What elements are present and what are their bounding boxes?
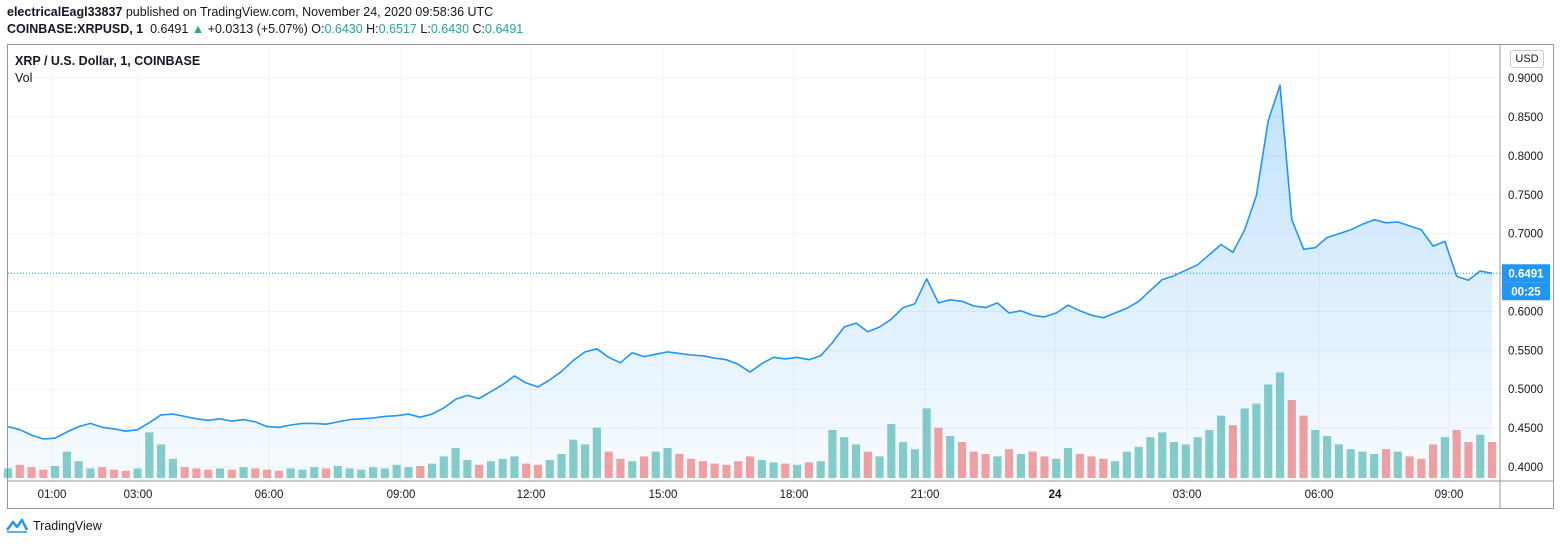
y-tick-label: 0.9000 bbox=[1508, 73, 1543, 85]
close-value: 0.6491 bbox=[485, 22, 524, 36]
tradingview-logo-icon[interactable] bbox=[6, 518, 28, 534]
footer-brand[interactable]: TradingView bbox=[33, 519, 102, 533]
ohlc-summary: COINBASE:XRPUSD, 1 0.6491 ▲ +0.0313 (+5.… bbox=[7, 22, 523, 36]
price-area bbox=[8, 85, 1492, 481]
x-tick-label: 09:00 bbox=[1435, 489, 1464, 501]
x-tick-label: 21:00 bbox=[911, 489, 940, 501]
price-line bbox=[7, 84, 1493, 440]
y-tick-label: 0.7000 bbox=[1508, 229, 1543, 241]
price-label-bg bbox=[1502, 264, 1550, 283]
open-label: O: bbox=[311, 22, 325, 36]
symbol-label: COINBASE:XRPUSD, 1 bbox=[7, 22, 144, 36]
y-tick-label: 0.8500 bbox=[1508, 112, 1543, 124]
y-tick-label: 0.8000 bbox=[1508, 151, 1543, 163]
published-text: published on TradingView.com, November 2… bbox=[125, 5, 494, 19]
footer: TradingView bbox=[6, 518, 102, 534]
x-tick-label: 01:00 bbox=[38, 489, 67, 501]
author-name[interactable]: electricalEagl33837 bbox=[7, 5, 123, 19]
x-tick-label: 15:00 bbox=[649, 489, 678, 501]
x-tick-label: 12:00 bbox=[517, 489, 546, 501]
currency-badge[interactable]: USD bbox=[1510, 50, 1544, 68]
open-value: 0.6430 bbox=[324, 22, 363, 36]
up-arrow-icon: ▲ bbox=[191, 22, 205, 36]
high-label: H: bbox=[366, 22, 379, 36]
x-tick-label: 03:00 bbox=[1173, 489, 1202, 501]
y-tick-label: 0.5000 bbox=[1508, 384, 1543, 396]
countdown-label: 00:25 bbox=[1511, 286, 1541, 298]
last-price: 0.6491 bbox=[150, 22, 189, 36]
x-tick-label: 06:00 bbox=[255, 489, 284, 501]
countdown-bg bbox=[1502, 282, 1550, 301]
legend-title[interactable]: XRP / U.S. Dollar, 1, COINBASE bbox=[15, 54, 201, 68]
low-label: L: bbox=[420, 22, 431, 36]
legend-volume[interactable]: Vol bbox=[15, 71, 33, 85]
x-tick-label: 03:00 bbox=[124, 489, 153, 501]
chart-frame[interactable] bbox=[7, 44, 1554, 509]
publish-info: electricalEagl33837 published on Trading… bbox=[7, 5, 493, 19]
high-value: 0.6517 bbox=[378, 22, 417, 36]
y-tick-label: 0.4000 bbox=[1508, 462, 1543, 474]
x-tick-label: 06:00 bbox=[1305, 489, 1334, 501]
x-tick-label: 18:00 bbox=[780, 489, 809, 501]
low-value: 0.6430 bbox=[430, 22, 470, 36]
price-label: 0.6491 bbox=[1508, 268, 1544, 280]
y-tick-label: 0.7500 bbox=[1508, 190, 1543, 202]
y-tick-label: 0.5500 bbox=[1508, 345, 1543, 357]
close-label: C: bbox=[472, 22, 486, 36]
y-tick-label: 0.4500 bbox=[1508, 423, 1543, 435]
x-tick-label: 09:00 bbox=[387, 489, 416, 501]
price-change: +0.0313 (+5.07%) bbox=[207, 22, 308, 36]
y-tick-label: 0.6000 bbox=[1508, 306, 1543, 318]
x-tick-label: 24 bbox=[1049, 489, 1062, 501]
